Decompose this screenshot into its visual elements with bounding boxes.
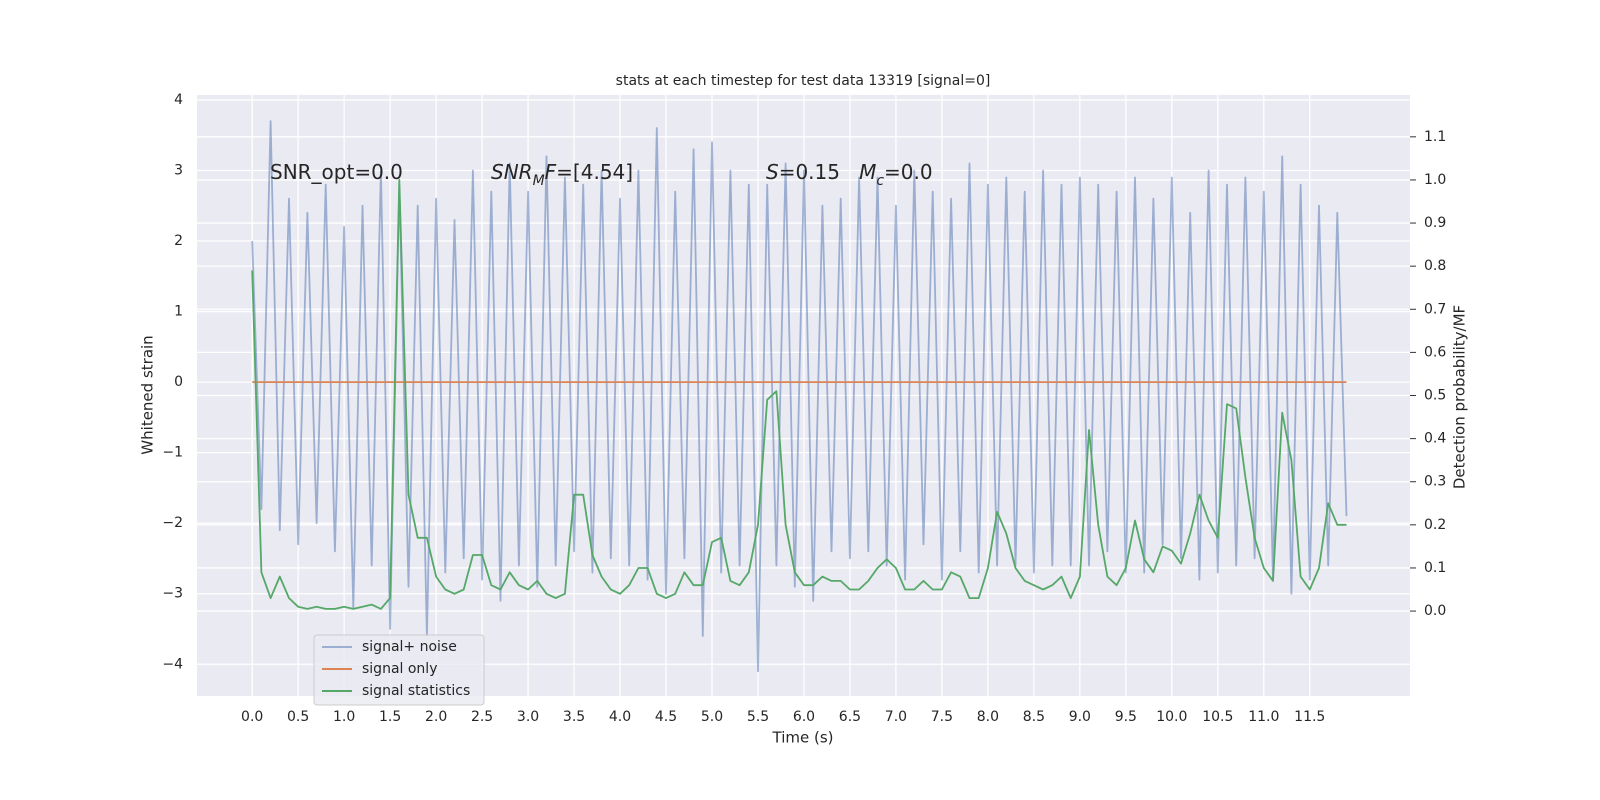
legend-label: signal only [362, 661, 437, 677]
y2-tick-label: 0.4 [1424, 431, 1446, 447]
annotation-part: SNR_opt=0.0 [270, 160, 403, 184]
annotation-part: =[4.54] [556, 160, 633, 184]
y2-tick-label: 0.2 [1424, 517, 1446, 533]
x-axis-label: Time (s) [772, 729, 834, 747]
x-tick-label: 10.5 [1202, 709, 1233, 725]
annotation-part: =0.0 [884, 160, 933, 184]
x-tick-label: 6.0 [793, 709, 815, 725]
x-tick-label: 9.0 [1069, 709, 1091, 725]
y2-tick-label: 1.0 [1424, 172, 1446, 188]
legend-label: signal+ noise [362, 639, 457, 655]
y2-tick-label: 0.0 [1424, 603, 1446, 619]
series-line [251, 179, 1347, 610]
y2-tick-label: 0.1 [1424, 560, 1446, 576]
labels: 0.0 0.5 1.0 1.5 2.0 2.5 3.0 3.5 4.0 4.5 5.0 5.5 6.0 6… [162, 92, 1446, 725]
x-tick-label: 4.5 [655, 709, 677, 725]
y2-tick-label: 0.3 [1424, 474, 1446, 490]
grid [197, 95, 1416, 696]
y2-tick-label: 0.5 [1424, 388, 1446, 404]
x-tick-label: 1.0 [333, 709, 355, 725]
y2-tick-label: 1.1 [1424, 129, 1446, 145]
y-tick-label: −2 [162, 515, 183, 531]
chart-title: stats at each timestep for test data 133… [616, 73, 991, 89]
annotation-part: M [859, 160, 876, 184]
x-tick-label: 7.0 [885, 709, 907, 725]
x-tick-label: 10.0 [1156, 709, 1187, 725]
annotation-part: F [545, 160, 557, 184]
x-tick-label: 11.5 [1294, 709, 1325, 725]
y-tick-label: 0 [174, 374, 183, 390]
y-tick-label: 3 [174, 162, 183, 178]
annotation: SNRMF=[4.54] [491, 160, 633, 190]
y2-axis-label: Detection probability/MF [1451, 305, 1469, 489]
y-axis-label: Whitened strain [139, 335, 157, 454]
y2-tick-label: 0.7 [1424, 301, 1446, 317]
x-tick-label: 3.5 [563, 709, 585, 725]
y2-tick-label: 0.8 [1424, 258, 1446, 274]
annotation: S=0.15 Mc=0.0 [766, 160, 933, 190]
annotation-part: c [876, 173, 884, 189]
series-line [251, 120, 1348, 673]
x-tick-label: 11.0 [1248, 709, 1279, 725]
x-tick-label: 6.5 [839, 709, 861, 725]
x-tick-label: 7.5 [931, 709, 953, 725]
x-tick-label: 9.5 [1115, 709, 1137, 725]
y-tick-label: 2 [174, 233, 183, 249]
marks [251, 120, 1348, 673]
x-tick-label: 0.0 [241, 709, 263, 725]
annotation-part: M [533, 173, 545, 189]
x-tick-label: 0.5 [287, 709, 309, 725]
x-tick-label: 5.0 [701, 709, 723, 725]
legend-box [313, 634, 485, 706]
annotation-part: =0.15 [779, 160, 859, 184]
x-tick-label: 2.0 [425, 709, 447, 725]
y2-tick-label: 0.9 [1424, 215, 1446, 231]
y-tick-label: −4 [162, 656, 183, 672]
x-tick-label: 4.0 [609, 709, 631, 725]
x-tick-label: 8.5 [1023, 709, 1045, 725]
x-tick-label: 1.5 [379, 709, 401, 725]
annotation-part: SNR [491, 160, 533, 184]
annotation: SNR_opt=0.0 [270, 160, 403, 184]
annotation-part: S [766, 160, 779, 184]
x-tick-label: 8.0 [977, 709, 999, 725]
y2-tick-label: 0.6 [1424, 344, 1446, 360]
y-tick-label: 4 [174, 92, 183, 108]
legend-label: signal statistics [362, 683, 470, 699]
x-tick-label: 2.5 [471, 709, 493, 725]
x-tick-label: 5.5 [747, 709, 769, 725]
x-tick-label: 3.0 [517, 709, 539, 725]
y-tick-label: 1 [174, 304, 183, 320]
y-tick-label: −1 [162, 445, 183, 461]
y-tick-label: −3 [162, 586, 183, 602]
